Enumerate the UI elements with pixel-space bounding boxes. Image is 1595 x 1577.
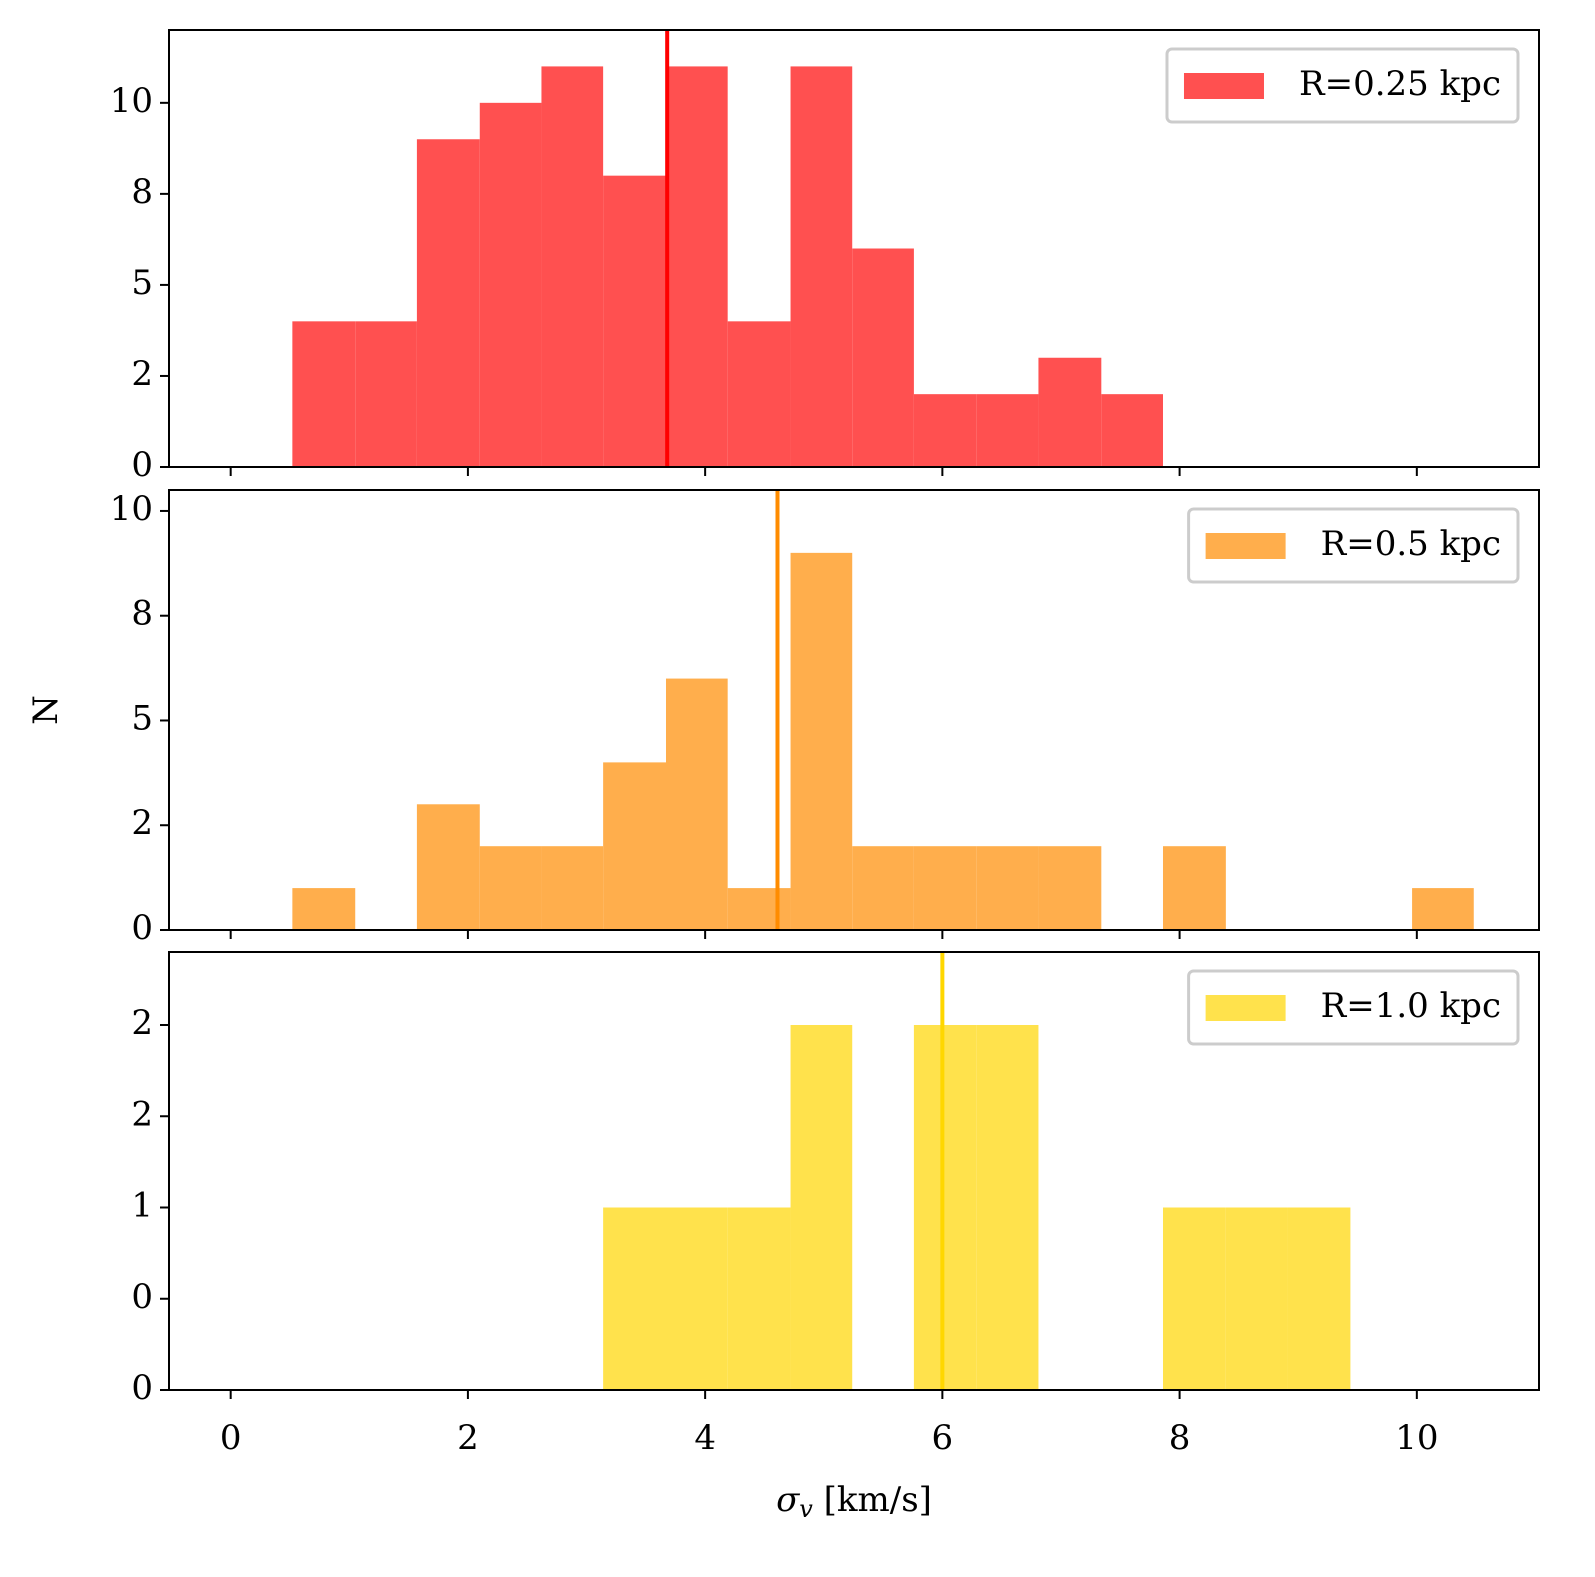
y-tick-label: 5 (131, 263, 153, 303)
x-axis-label: σv [km/s] (776, 1480, 932, 1523)
legend-swatch (1183, 73, 1264, 99)
x-tick-label: 2 (457, 1418, 479, 1458)
plot-frame (168, 951, 1540, 1391)
y-tick-label: 0 (131, 445, 153, 485)
legend: R=1.0 kpc (1187, 969, 1520, 1046)
histogram-bar (727, 1207, 791, 1390)
y-axis-label: N (26, 695, 66, 725)
legend: R=0.5 kpc (1187, 507, 1520, 584)
legend-label: R=0.25 kpc (1299, 64, 1501, 104)
histogram-bar (603, 1207, 666, 1390)
histogram-bar (292, 321, 356, 467)
x-tick-label: 10 (1395, 1418, 1438, 1458)
histogram-bar (790, 552, 853, 930)
y-tick-label: 0 (131, 1368, 153, 1408)
y-tick-label: 2 (131, 354, 153, 394)
x-tick-label: 6 (932, 1418, 954, 1458)
histogram-bar (665, 678, 728, 930)
legend-label: R=1.0 kpc (1321, 986, 1501, 1026)
histogram-bar (790, 66, 853, 468)
histogram-bar (292, 888, 356, 930)
y-tick-label: 0 (131, 908, 153, 948)
y-tick-label: 8 (131, 172, 153, 212)
histogram-bar (541, 66, 604, 468)
histogram-bar (913, 1025, 977, 1390)
histogram-bar (479, 846, 542, 930)
y-tick-label: 5 (131, 698, 153, 738)
histogram-bar (1162, 1207, 1226, 1390)
y-tick-label: 0 (131, 1277, 153, 1317)
histogram-bar (976, 394, 1039, 467)
legend-box (1187, 507, 1520, 584)
histogram-bar (479, 102, 542, 467)
histogram-bar (852, 846, 914, 930)
histogram-bar (1038, 846, 1102, 930)
plot-frame (168, 489, 1540, 931)
histogram-bar (1162, 846, 1226, 930)
histogram-bar (1101, 394, 1163, 467)
histogram-bar (603, 762, 666, 930)
histogram-bar (665, 1207, 728, 1390)
histogram-bar (355, 321, 417, 467)
histogram-bar (976, 1025, 1039, 1390)
histogram-bar (1038, 357, 1102, 467)
legend-box (1187, 969, 1520, 1046)
histogram-bar (913, 846, 977, 930)
y-tick-label: 2 (131, 1094, 153, 1134)
histogram-bar (1225, 1207, 1288, 1390)
legend-box (1165, 47, 1520, 124)
histogram-bar (541, 846, 604, 930)
x-tick-label: 4 (694, 1418, 716, 1458)
histogram-bar (727, 321, 791, 467)
histogram-bar (976, 846, 1039, 930)
legend-swatch (1205, 533, 1286, 559)
plot-frame (168, 29, 1540, 468)
histogram-bar (603, 175, 666, 467)
histogram-bar (1412, 888, 1474, 930)
y-tick-label: 10 (110, 81, 153, 121)
legend-swatch (1205, 995, 1286, 1021)
y-tick-label: 10 (110, 489, 153, 529)
legend-label: R=0.5 kpc (1321, 524, 1501, 564)
histogram-bar (727, 888, 791, 930)
y-tick-label: 8 (131, 594, 153, 634)
y-tick-label: 2 (131, 803, 153, 843)
histogram-bar (1287, 1207, 1351, 1390)
histogram-bar (416, 139, 480, 467)
x-tick-label: 0 (220, 1418, 242, 1458)
histogram-bar (416, 804, 480, 930)
histogram-bar (913, 394, 977, 467)
x-tick-label: 8 (1169, 1418, 1191, 1458)
histogram-bar (790, 1025, 853, 1390)
histogram-bar (852, 248, 914, 467)
histogram-bar (665, 66, 728, 468)
y-tick-label: 1 (131, 1186, 153, 1226)
legend: R=0.25 kpc (1165, 47, 1520, 124)
y-tick-label: 2 (131, 1003, 153, 1043)
